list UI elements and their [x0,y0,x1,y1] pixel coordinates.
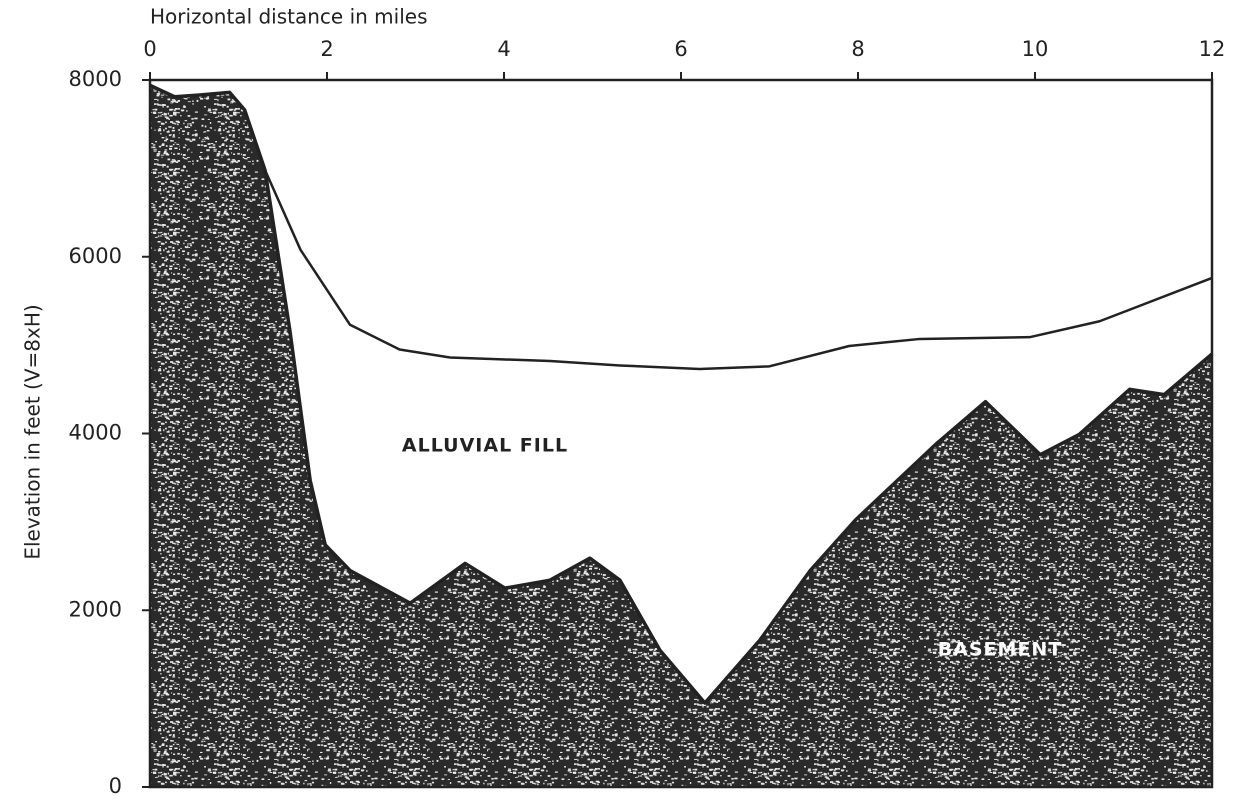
region-label: BASEMENT [938,639,1063,661]
x-tick-label: 6 [674,37,687,61]
x-tick-label: 2 [320,37,333,61]
x-tick-label: 4 [497,37,510,61]
y-tick-label: 8000 [69,67,122,91]
profile-line [265,170,1212,369]
y-tick-label: 2000 [69,597,122,621]
x-tick-label: 0 [143,37,156,61]
basement-fill [150,85,1212,787]
region-label: ALLUVIAL FILL [402,435,568,457]
y-tick-label: 0 [109,774,122,798]
page: {"chart_data": { "type": "area", "xlabel… [0,0,1237,804]
x-tick-label: 12 [1199,37,1226,61]
y-tick-label: 4000 [69,421,122,445]
x-axis-label: Horizontal distance in miles [150,5,428,29]
chart: Horizontal distance in miles Elevation i… [0,0,1237,804]
y-axis-label: Elevation in feet (V=8xH) [21,304,45,559]
x-tick-label: 10 [1022,37,1049,61]
y-tick-label: 6000 [69,244,122,268]
x-tick-label: 8 [851,37,864,61]
